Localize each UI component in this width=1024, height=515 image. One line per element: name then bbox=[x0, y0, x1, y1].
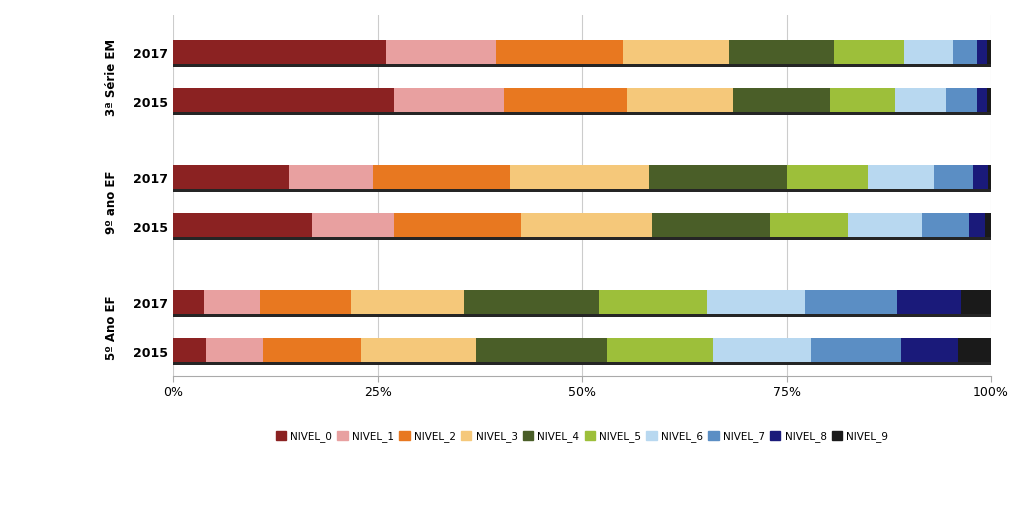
Bar bbox=[606, 338, 713, 366]
Bar bbox=[829, 88, 895, 115]
Bar bbox=[811, 338, 901, 366]
Bar bbox=[204, 289, 260, 317]
Bar bbox=[173, 40, 386, 67]
Bar bbox=[173, 289, 204, 317]
Bar bbox=[961, 289, 991, 317]
Bar bbox=[988, 164, 991, 193]
Bar bbox=[173, 338, 206, 366]
Bar bbox=[312, 213, 394, 241]
Bar bbox=[901, 338, 958, 366]
Bar bbox=[708, 289, 806, 317]
Bar bbox=[627, 88, 733, 115]
Bar bbox=[903, 40, 952, 67]
Text: 9º ano EF: 9º ano EF bbox=[105, 171, 119, 234]
Bar bbox=[848, 213, 922, 241]
Bar bbox=[260, 289, 351, 317]
Bar bbox=[173, 88, 394, 115]
Bar bbox=[649, 164, 786, 193]
Bar bbox=[464, 289, 599, 317]
Bar bbox=[987, 88, 991, 115]
Bar bbox=[770, 213, 848, 241]
Bar bbox=[834, 40, 903, 67]
Bar bbox=[786, 164, 868, 193]
Bar bbox=[173, 314, 991, 317]
Bar bbox=[729, 40, 834, 67]
Bar bbox=[987, 40, 991, 67]
Bar bbox=[361, 338, 476, 366]
Bar bbox=[351, 289, 464, 317]
Bar bbox=[173, 362, 991, 366]
Legend: NIVEL_0, NIVEL_1, NIVEL_2, NIVEL_3, NIVEL_4, NIVEL_5, NIVEL_6, NIVEL_7, NIVEL_8,: NIVEL_0, NIVEL_1, NIVEL_2, NIVEL_3, NIVE… bbox=[271, 427, 893, 446]
Text: 5º Ano EF: 5º Ano EF bbox=[105, 295, 119, 360]
Bar bbox=[946, 88, 977, 115]
Bar bbox=[173, 64, 991, 67]
Bar bbox=[985, 213, 991, 241]
Bar bbox=[868, 164, 934, 193]
Bar bbox=[173, 164, 290, 193]
Bar bbox=[263, 338, 361, 366]
Bar bbox=[510, 164, 649, 193]
Bar bbox=[958, 338, 991, 366]
Bar bbox=[934, 164, 973, 193]
Bar bbox=[806, 289, 897, 317]
Bar bbox=[977, 88, 987, 115]
Bar bbox=[977, 40, 987, 67]
Bar bbox=[386, 40, 497, 67]
Bar bbox=[895, 88, 946, 115]
Text: 3ª Série EM: 3ª Série EM bbox=[105, 39, 119, 116]
Bar bbox=[394, 213, 521, 241]
Bar bbox=[173, 237, 991, 241]
Bar bbox=[497, 40, 623, 67]
Bar bbox=[623, 40, 729, 67]
Bar bbox=[973, 164, 988, 193]
Bar bbox=[651, 213, 770, 241]
Bar bbox=[173, 189, 991, 193]
Bar bbox=[505, 88, 627, 115]
Bar bbox=[922, 213, 969, 241]
Bar bbox=[173, 213, 312, 241]
Bar bbox=[206, 338, 263, 366]
Bar bbox=[394, 88, 505, 115]
Bar bbox=[373, 164, 510, 193]
Bar bbox=[173, 112, 991, 115]
Bar bbox=[476, 338, 606, 366]
Bar bbox=[969, 213, 985, 241]
Bar bbox=[290, 164, 373, 193]
Bar bbox=[897, 289, 961, 317]
Bar bbox=[733, 88, 829, 115]
Bar bbox=[599, 289, 708, 317]
Bar bbox=[521, 213, 651, 241]
Bar bbox=[713, 338, 811, 366]
Bar bbox=[952, 40, 977, 67]
